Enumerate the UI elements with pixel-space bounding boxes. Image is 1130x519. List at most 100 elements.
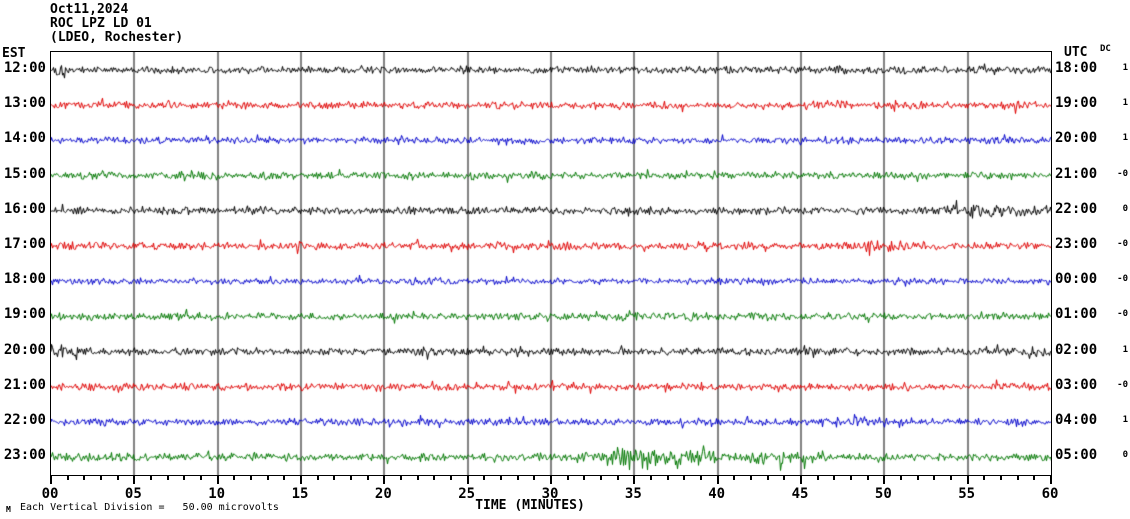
minor-tick xyxy=(433,475,435,480)
est-label: 17:00 xyxy=(3,236,46,252)
minor-tick xyxy=(350,475,352,480)
minor-tick xyxy=(167,475,169,480)
minor-tick xyxy=(667,475,669,480)
title-block: Oct11,2024 ROC LPZ LD 01 (LDEO, Rocheste… xyxy=(50,3,183,45)
minor-tick xyxy=(233,475,235,480)
minor-tick xyxy=(817,475,819,480)
minor-tick xyxy=(983,475,985,480)
est-label: 23:00 xyxy=(3,447,46,464)
utc-label: 22:00 xyxy=(1055,200,1098,217)
minor-tick xyxy=(900,475,902,480)
minor-tick xyxy=(183,475,185,480)
minor-tick xyxy=(250,475,252,480)
est-label: 22:00 xyxy=(3,412,46,428)
scale-note: Each Vertical Division = 50.00 microvolt… xyxy=(20,502,279,513)
x-tick-label: 25 xyxy=(458,486,476,502)
minor-tick xyxy=(67,475,69,480)
est-label: 14:00 xyxy=(3,130,46,147)
minor-tick xyxy=(733,475,735,480)
dc-value: -0 xyxy=(1117,309,1128,320)
minor-tick xyxy=(683,475,685,480)
minor-tick xyxy=(867,475,869,480)
est-header: EST xyxy=(2,46,26,61)
major-tick xyxy=(383,475,385,484)
est-label: 15:00 xyxy=(3,165,46,182)
utc-label: 03:00 xyxy=(1055,376,1098,393)
x-tick-label: 40 xyxy=(708,486,726,502)
minor-tick xyxy=(533,475,535,480)
dc-value: -0 xyxy=(1117,239,1128,249)
x-tick-label: 10 xyxy=(208,486,226,502)
major-tick xyxy=(467,475,469,484)
minor-tick xyxy=(767,475,769,480)
utc-label: 01:00 xyxy=(1055,306,1098,323)
minor-tick xyxy=(917,475,919,480)
major-tick xyxy=(1050,475,1052,484)
x-tick-label: 05 xyxy=(124,486,142,502)
est-label: 19:00 xyxy=(3,306,46,323)
dc-value: -0 xyxy=(1117,379,1128,390)
x-tick-label: 55 xyxy=(958,486,976,502)
title-network: (LDEO, Rochester) xyxy=(50,30,184,45)
minor-tick xyxy=(650,475,652,480)
minor-tick xyxy=(150,475,152,480)
major-tick xyxy=(717,475,719,484)
minor-tick xyxy=(700,475,702,480)
seismogram-canvas xyxy=(51,52,1051,475)
minor-tick xyxy=(950,475,952,480)
dc-value: 1 xyxy=(1122,133,1128,144)
est-label: 16:00 xyxy=(3,200,46,217)
minor-tick xyxy=(783,475,785,480)
minor-tick xyxy=(517,475,519,480)
minor-tick xyxy=(117,475,119,480)
minor-tick xyxy=(333,475,335,480)
minor-tick xyxy=(317,475,319,480)
major-tick xyxy=(800,475,802,484)
x-tick-label: 00 xyxy=(41,486,59,502)
utc-header: UTC xyxy=(1064,45,1088,60)
utc-label: 20:00 xyxy=(1055,130,1098,147)
x-tick-label: 30 xyxy=(541,486,559,502)
major-tick xyxy=(633,475,635,484)
minor-tick xyxy=(1017,475,1019,480)
minor-tick xyxy=(1000,475,1002,480)
title-date: Oct11,2024 xyxy=(50,2,129,17)
utc-label: 23:00 xyxy=(1055,236,1098,252)
dc-value: 1 xyxy=(1122,98,1128,109)
x-tick-label: 60 xyxy=(1041,486,1059,502)
major-tick xyxy=(133,475,135,484)
minor-tick xyxy=(483,475,485,480)
minor-tick xyxy=(850,475,852,480)
major-tick xyxy=(550,475,552,484)
minor-tick xyxy=(583,475,585,480)
major-tick xyxy=(967,475,969,484)
minor-tick xyxy=(750,475,752,480)
est-label: 12:00 xyxy=(3,60,46,76)
utc-label: 18:00 xyxy=(1055,60,1098,76)
x-tick-label: 20 xyxy=(374,486,392,502)
major-tick xyxy=(300,475,302,484)
minor-tick xyxy=(500,475,502,480)
x-axis xyxy=(50,475,1052,489)
minor-tick xyxy=(283,475,285,480)
utc-label: 19:00 xyxy=(1055,95,1098,112)
major-tick xyxy=(217,475,219,484)
minor-tick xyxy=(567,475,569,480)
est-label: 18:00 xyxy=(3,271,46,288)
major-tick xyxy=(50,475,52,484)
minor-tick xyxy=(83,475,85,480)
minor-tick xyxy=(267,475,269,480)
minor-tick xyxy=(933,475,935,480)
dc-value: 0 xyxy=(1122,450,1128,461)
title-station: ROC LPZ LD 01 xyxy=(50,16,152,31)
utc-label: 04:00 xyxy=(1055,412,1098,428)
x-tick-label: 35 xyxy=(624,486,642,502)
x-tick-label: 50 xyxy=(874,486,892,502)
logo-mark: M xyxy=(6,505,11,514)
plot-area xyxy=(50,51,1052,476)
minor-tick xyxy=(600,475,602,480)
dc-value: -0 xyxy=(1117,274,1128,285)
x-tick-label: 15 xyxy=(291,486,309,502)
dc-header: DC xyxy=(1100,44,1111,54)
minor-tick xyxy=(367,475,369,480)
